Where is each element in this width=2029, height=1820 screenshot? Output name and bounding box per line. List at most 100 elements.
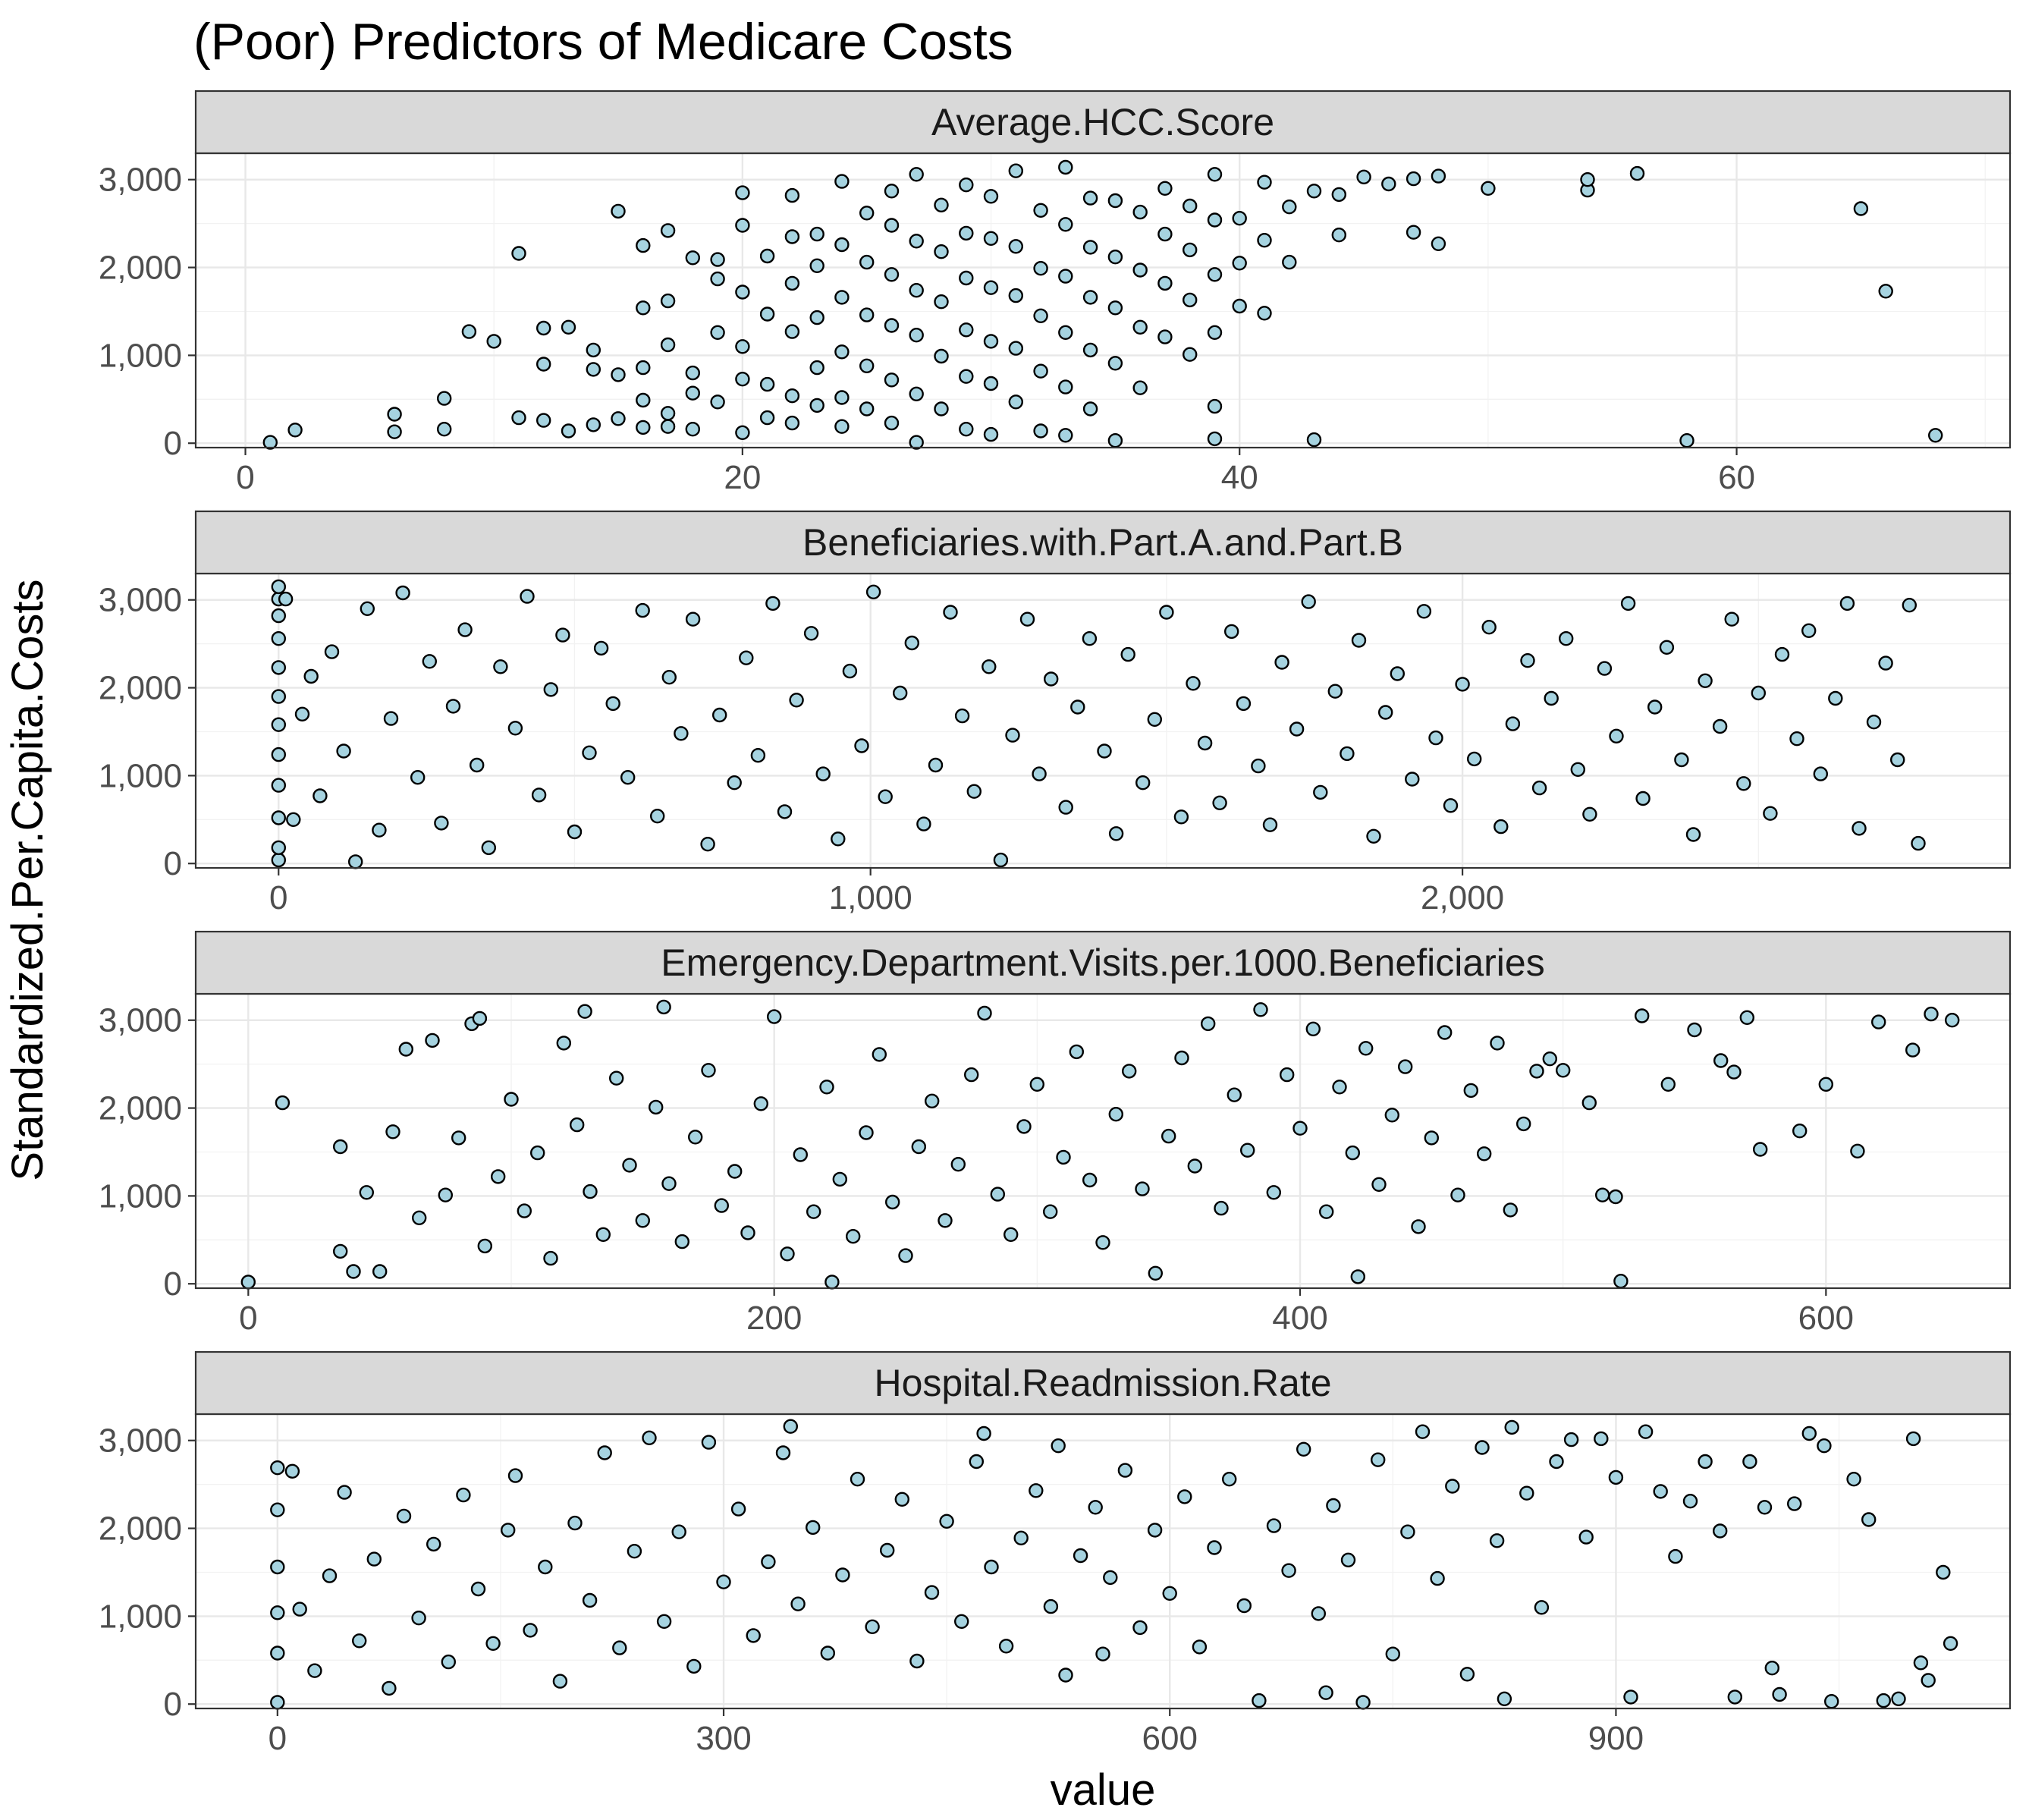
scatter-point [1058,325,1073,340]
scatter-point [1515,1116,1531,1132]
scatter-point [1019,611,1035,627]
scatter-point [1033,308,1048,323]
scatter-point [1751,685,1767,701]
scatter-point [271,840,286,856]
y-tick-label: 1,000 [99,1598,182,1635]
scatter-point [271,852,286,868]
facet-strip [194,1350,2012,1416]
scatter-point [909,435,924,450]
scatter-point [685,250,700,266]
scatter-point [700,836,715,852]
x-tick-label: 1,000 [829,879,912,916]
scatter-point [1108,1106,1124,1122]
scatter-point [543,682,558,697]
scatter-point [1108,826,1124,841]
scatter-point [1135,1181,1150,1196]
scatter-point [959,270,974,286]
scatter-point [1013,1530,1029,1546]
scatter-point [1008,239,1024,254]
scatter-point [834,390,850,405]
scatter-point [953,1614,969,1630]
scatter-point [372,1264,388,1279]
scatter-point [775,1445,791,1460]
scatter-point [746,1628,761,1643]
scatter-point [649,1099,664,1115]
scatter-point [586,342,601,358]
scatter-point [1173,809,1189,825]
facet-strip-label: Average.HCC.Score [931,101,1274,143]
scatter-point [395,585,410,601]
scatter-point [609,1070,624,1086]
scatter-point [1570,762,1586,777]
scatter-point [950,1156,966,1172]
scatter-point [348,854,363,869]
scatter-point [712,707,727,723]
scatter-point [1082,190,1098,206]
scatter-point [685,611,701,627]
scatter-point [1866,715,1882,730]
scatter-point [701,1435,717,1450]
scatter-point [735,185,750,200]
scatter-point [1424,1130,1440,1146]
scatter-point [983,189,999,204]
scatter-point [1853,201,1869,216]
scatter-point [1428,730,1443,746]
scatter-point [909,167,924,182]
scatter-point [486,334,501,349]
scatter-point [1033,261,1048,276]
scatter-point [1058,269,1073,284]
scatter-point [1520,653,1535,668]
scatter-point [1455,677,1470,692]
scatter-point [1232,298,1247,314]
scatter-point [1659,640,1675,655]
scatter-point [1911,835,1926,851]
scatter-point [1327,684,1343,699]
scatter-point [1623,1690,1638,1705]
x-tick-label: 0 [269,879,287,916]
scatter-point [1876,1693,1892,1708]
scatter-point [1772,1686,1787,1702]
scatter-point [671,1524,686,1539]
scatter-point [517,1203,532,1218]
scatter-point [1411,1219,1426,1234]
scatter-point [1331,187,1347,203]
scatter-point [622,1158,637,1173]
scatter-point [1313,784,1328,800]
scatter-point [411,1610,426,1626]
scatter-point [1207,267,1223,282]
scatter-point [878,789,893,804]
scatter-point [1490,1036,1505,1051]
scatter-point [1282,254,1297,270]
scatter-point [1739,1010,1755,1026]
scatter-point [1351,633,1367,648]
scatter-point [928,757,944,773]
scatter-point [583,1183,598,1199]
scatter-point [1274,655,1289,670]
scatter-point [660,406,676,421]
scatter-point [834,419,850,434]
scatter-point [1016,1119,1032,1134]
scatter-point [1350,1269,1366,1284]
scatter-point [963,1067,979,1083]
scatter-point [783,1419,799,1434]
scatter-point [1082,342,1098,358]
scatter-point [904,635,920,651]
scatter-point [1157,226,1173,242]
scatter-point [359,1185,374,1200]
scatter-point [1318,1204,1334,1219]
scatter-point [1377,705,1393,720]
scatter-point [789,693,804,708]
scatter-point [793,1147,809,1162]
scatter-point [1135,775,1151,791]
scatter-point [1340,746,1355,762]
scatter-point [1549,1454,1564,1470]
scatter-point [959,322,974,338]
scatter-point [1132,380,1148,395]
scatter-point [884,267,900,282]
scatter-point [284,1463,300,1479]
scatter-point [777,804,793,819]
scatter-point [441,1654,456,1670]
scatter-point [1157,181,1173,196]
scatter-point [1200,1016,1216,1032]
scatter-point [595,1227,611,1243]
